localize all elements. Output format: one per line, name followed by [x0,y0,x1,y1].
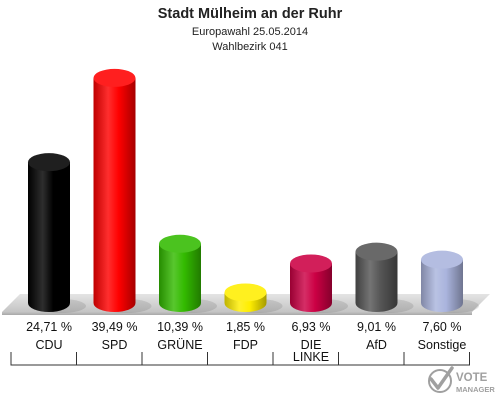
category-bracket-gr-ne [141,352,208,366]
value-label-fdp: 1,85 % [226,320,265,334]
chart-title: Stadt Mülheim an der Ruhr [158,6,343,22]
bar-top-afd [355,242,398,261]
bar-top-cdu [28,153,70,172]
bar-afd [355,251,398,312]
category-label-afd: AfD [366,338,387,352]
chart-subtitle-1: Europawahl 25.05.2014 [192,26,308,38]
value-label-spd: 39,49 % [92,320,138,334]
category-bracket-afd [338,352,405,366]
chart-subtitle-2: Wahlbezirk 041 [212,41,287,53]
labels-layer: 24,71 % CDU 39,49 % SPD 10,39 % GRÜNE 1,85 % FD… [10,320,470,366]
category-label-sonstige: Sonstige [418,338,467,352]
category-bracket-sonstige [403,352,470,366]
value-label-die-linke: 6,93 % [292,320,331,334]
bar-spd [93,77,136,312]
bar-top-sonstige [421,250,463,269]
category-label-gr-ne: GRÜNE [157,338,202,352]
bars-layer [28,68,479,313]
bar-top-fdp [224,283,267,302]
bar-die-linke [290,263,332,312]
category-bracket-cdu [10,352,77,366]
value-label-gr-ne: 10,39 % [157,320,203,334]
bar-top-die-linke [290,254,332,273]
value-label-afd: 9,01 % [357,320,396,334]
category-bracket-spd [76,352,143,366]
value-label-cdu: 24,71 % [26,320,72,334]
logo-globe-icon [428,369,452,393]
vote-manager-logo: VOTE MANAGER [428,366,495,394]
category-label-spd: SPD [102,338,128,352]
logo-text-vote: VOTE [456,372,488,384]
logo-text-manager: MANAGER [456,385,495,394]
category-bracket-fdp [207,352,274,366]
bar-sonstige [421,259,463,312]
category-label-fdp: FDP [233,338,258,352]
bar-cdu [28,162,70,312]
logo-checkmark-icon [429,366,454,390]
value-label-sonstige: 7,60 % [423,320,462,334]
category-label-die-linke: DIE LINKE [293,338,329,364]
bar-top-spd [93,68,136,87]
chart-floor-front [2,312,472,315]
bar-top-gr-ne [159,234,201,253]
category-label-cdu: CDU [35,338,62,352]
bar-gr-ne [159,243,201,312]
